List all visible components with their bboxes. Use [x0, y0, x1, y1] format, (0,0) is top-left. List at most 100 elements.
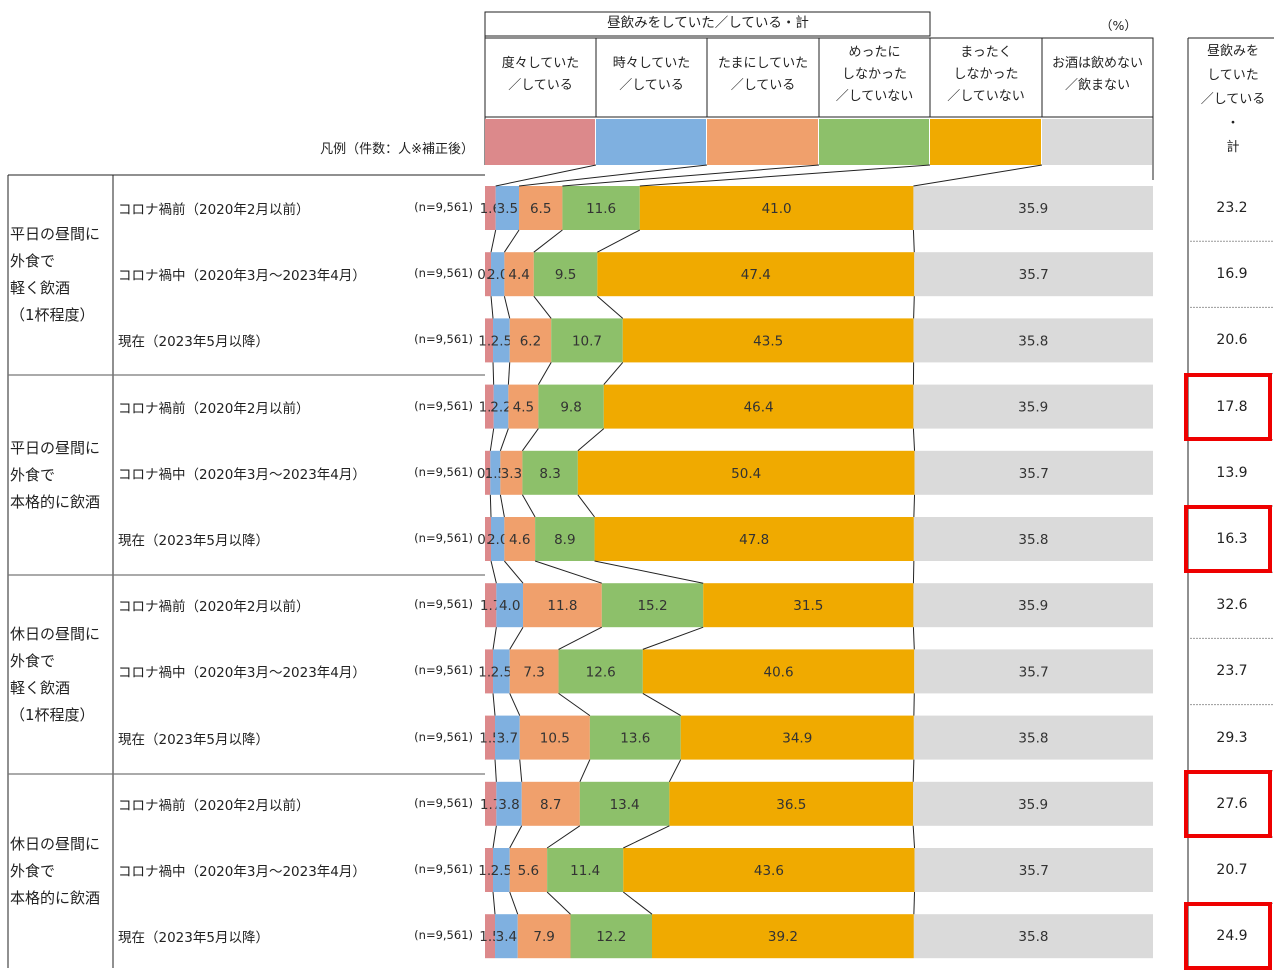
row-label: コロナ禍中（2020年3月～2023年4月） [118, 264, 366, 284]
row-label: コロナ禍前（2020年2月以前） [118, 595, 309, 615]
data-label: 10.7 [572, 333, 602, 349]
legend-swatch-1 [485, 119, 595, 165]
connector-line [495, 760, 496, 782]
connector-line [493, 693, 495, 715]
row-label: コロナ禍中（2020年3月～2023年4月） [118, 860, 366, 880]
data-label: 34.9 [782, 731, 812, 747]
legend-swatch-6 [1042, 119, 1152, 165]
data-label: 15.2 [637, 598, 667, 614]
category-header-1: 度々していた ／している [485, 53, 596, 97]
legend-swatch-3 [707, 119, 818, 165]
row-sample-size: (n=9,561) [395, 266, 473, 280]
connector-line [623, 826, 669, 848]
data-label: 46.4 [744, 400, 774, 416]
data-label: 6.2 [520, 333, 541, 349]
row-total: 32.6 [1189, 597, 1274, 613]
data-label: 47.4 [741, 267, 771, 283]
connector-line [493, 826, 496, 848]
connector-line [559, 627, 602, 649]
data-label: 6.5 [530, 201, 551, 217]
data-label: 35.7 [1019, 466, 1049, 482]
connector-line [538, 362, 551, 384]
connector-line [490, 495, 491, 517]
connector-line [510, 826, 522, 848]
data-label: 10.5 [540, 731, 570, 747]
row-total: 23.2 [1189, 200, 1274, 216]
connector-line [914, 892, 915, 914]
data-label: 35.9 [1018, 598, 1048, 614]
connector-line [491, 561, 496, 583]
data-label: 8.9 [554, 532, 575, 548]
connector-line [623, 892, 652, 914]
highlight-box [1184, 505, 1272, 573]
data-label: 4.5 [513, 400, 534, 416]
connector-line [578, 495, 595, 517]
group-label: 休日の昼間に 外食で 本格的に飲酒 [10, 831, 112, 912]
connector-line [491, 296, 493, 318]
row-sample-size: (n=9,561) [395, 663, 473, 677]
data-label: 36.5 [776, 797, 806, 813]
data-label: 12.6 [586, 664, 616, 680]
row-sample-size: (n=9,561) [395, 332, 473, 346]
data-label: 8.3 [539, 466, 560, 482]
connector-line [490, 429, 493, 451]
row-sample-size: (n=9,561) [395, 796, 473, 810]
row-label: 現在（2023年5月以降） [118, 330, 269, 350]
category-header-4: めったに しなかった ／していない [819, 42, 930, 108]
connector-line [535, 561, 602, 583]
connector-line [643, 627, 703, 649]
data-label: 4.6 [509, 532, 530, 548]
data-label: 3.8 [498, 797, 519, 813]
group-label: 休日の昼間に 外食で 軽く飲酒 （1杯程度） [10, 621, 112, 729]
group-label: 平日の昼間に 外食で 本格的に飲酒 [10, 435, 112, 516]
highlight-box [1184, 373, 1272, 441]
data-label: 2.5 [491, 664, 512, 680]
data-label: 4.0 [499, 598, 520, 614]
header-group-title: 昼飲みをしていた／している・計 [486, 13, 930, 33]
data-label: 35.8 [1018, 532, 1048, 548]
row-label: 現在（2023年5月以降） [118, 926, 269, 946]
data-label: 43.6 [754, 863, 784, 879]
row-sample-size: (n=9,561) [395, 928, 473, 942]
row-label: コロナ禍中（2020年3月～2023年4月） [118, 661, 366, 681]
connector-line [595, 561, 704, 583]
data-label: 43.5 [753, 333, 783, 349]
connector-line [493, 627, 496, 649]
unit-label: （%） [1100, 15, 1137, 34]
row-sample-size: (n=9,561) [395, 200, 473, 214]
connector-line [510, 627, 523, 649]
data-label: 8.7 [540, 797, 561, 813]
category-header-6: お酒は飲めない ／飲まない [1042, 53, 1153, 97]
connector-line [643, 693, 681, 715]
connector-line [510, 693, 520, 715]
highlight-box [1184, 770, 1272, 838]
connector-line [913, 826, 914, 848]
connector-line [547, 826, 580, 848]
connector-line [547, 892, 570, 914]
data-label: 12.2 [596, 929, 626, 945]
legend-swatch-2 [596, 119, 706, 165]
data-label: 9.5 [555, 267, 576, 283]
connector-line [913, 760, 914, 782]
data-label: 31.5 [793, 598, 823, 614]
row-label: コロナ禍前（2020年2月以前） [118, 794, 309, 814]
connector-line [500, 429, 508, 451]
row-label: コロナ禍前（2020年2月以前） [118, 198, 309, 218]
connector-line [534, 296, 551, 318]
row-sample-size: (n=9,561) [395, 597, 473, 611]
data-label: 50.4 [731, 466, 761, 482]
connector-line [504, 296, 509, 318]
data-label: 35.9 [1018, 797, 1048, 813]
category-header-3: たまにしていた ／している [707, 53, 819, 97]
row-label: コロナ禍中（2020年3月～2023年4月） [118, 463, 366, 483]
highlight-box [1184, 902, 1272, 970]
group-label: 平日の昼間に 外食で 軽く飲酒 （1杯程度） [10, 221, 112, 329]
connector-line [534, 230, 563, 252]
connector-line [504, 561, 523, 583]
legend-label: 凡例（件数：人※補正後） [250, 138, 474, 157]
data-label: 9.8 [560, 400, 581, 416]
row-total: 13.9 [1189, 465, 1274, 481]
connector-line [510, 892, 518, 914]
data-label: 11.4 [570, 863, 600, 879]
data-label: 40.6 [764, 664, 794, 680]
